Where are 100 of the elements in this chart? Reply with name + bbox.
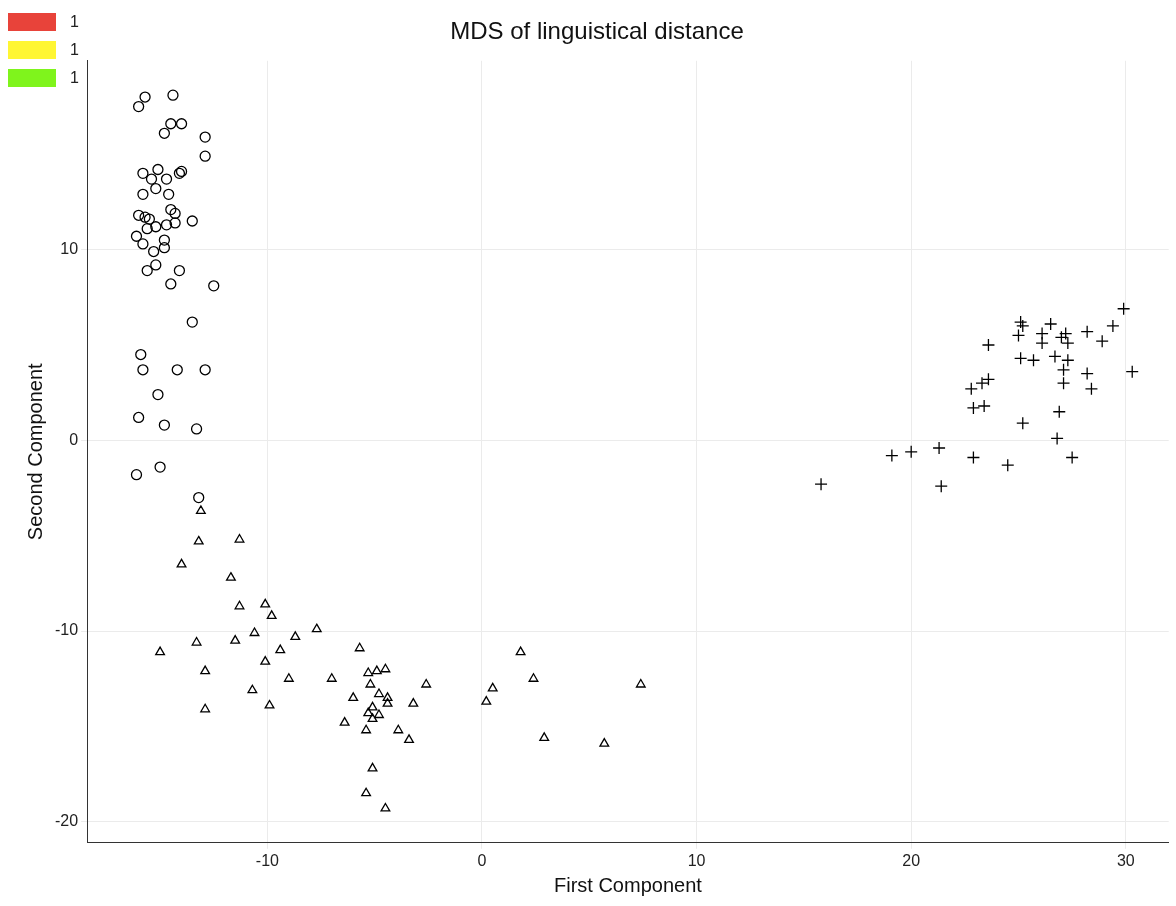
point (283, 673, 294, 682)
point (275, 644, 286, 654)
point (191, 636, 202, 646)
point (404, 734, 414, 743)
point (380, 663, 391, 673)
point (260, 598, 271, 608)
point (137, 167, 149, 179)
point (158, 234, 171, 246)
point (367, 762, 378, 772)
point (380, 802, 391, 812)
point (137, 188, 149, 200)
x-axis-title: First Component (553, 873, 703, 896)
point (421, 678, 432, 688)
point (260, 655, 271, 665)
point (481, 696, 492, 705)
point (1106, 319, 1120, 333)
point (635, 678, 646, 688)
point (1013, 315, 1028, 329)
point (264, 699, 275, 709)
point (326, 673, 337, 682)
x-tick-label: 0 (477, 851, 487, 869)
point (1050, 431, 1064, 446)
point (1061, 353, 1075, 367)
point (176, 558, 187, 568)
point (163, 188, 175, 200)
point (539, 732, 550, 742)
point (975, 376, 989, 390)
point (139, 91, 151, 103)
point (1035, 336, 1049, 350)
point (141, 222, 153, 235)
point (515, 646, 526, 656)
point (249, 627, 260, 637)
point (155, 646, 166, 656)
point (193, 491, 205, 504)
point (1011, 328, 1026, 343)
point (234, 600, 245, 610)
point (145, 173, 158, 185)
point (193, 535, 204, 545)
point (1013, 351, 1028, 365)
legend-label: 1 (70, 69, 79, 87)
point (1056, 363, 1071, 377)
x-tick-label: -10 (255, 851, 280, 869)
point (964, 382, 978, 396)
point (152, 163, 164, 176)
point (382, 697, 393, 707)
point (173, 264, 186, 277)
point (408, 697, 419, 707)
point (365, 678, 376, 688)
point (165, 118, 177, 130)
point (1080, 366, 1094, 381)
y-axis-title: Second Component (23, 362, 46, 541)
legend-label: 1 (70, 13, 79, 31)
point (966, 401, 981, 415)
point (186, 215, 198, 227)
point (130, 469, 143, 481)
point (966, 450, 981, 465)
point (165, 203, 177, 216)
point (247, 684, 258, 694)
point (1016, 319, 1030, 333)
point (132, 209, 145, 221)
point (363, 707, 374, 717)
point (158, 419, 171, 431)
point (367, 713, 378, 722)
point (1084, 382, 1099, 396)
point (981, 338, 996, 352)
point (1065, 450, 1079, 465)
point (137, 364, 149, 376)
point (199, 131, 211, 143)
point (132, 100, 145, 113)
point (150, 259, 162, 271)
point (171, 364, 183, 376)
point (152, 388, 164, 401)
y-tick-label: -10 (55, 621, 79, 639)
point (130, 230, 143, 242)
point (167, 89, 179, 101)
y-tick-label: 10 (60, 240, 79, 258)
point (199, 150, 211, 162)
point (487, 682, 498, 692)
point (154, 461, 166, 473)
point (200, 703, 211, 713)
point (393, 724, 404, 734)
point (160, 173, 173, 185)
point (348, 692, 359, 701)
point (190, 423, 203, 435)
point (165, 278, 177, 290)
point (169, 207, 181, 220)
point (1052, 405, 1066, 419)
point (367, 701, 378, 711)
point (528, 673, 539, 682)
point (1001, 458, 1015, 472)
point (1056, 376, 1071, 390)
point (885, 448, 899, 463)
point (137, 238, 149, 250)
point (814, 477, 828, 491)
point (141, 264, 153, 277)
point (1016, 416, 1030, 430)
point (148, 245, 160, 258)
point (1095, 334, 1109, 348)
point (290, 631, 301, 640)
point (361, 787, 372, 797)
